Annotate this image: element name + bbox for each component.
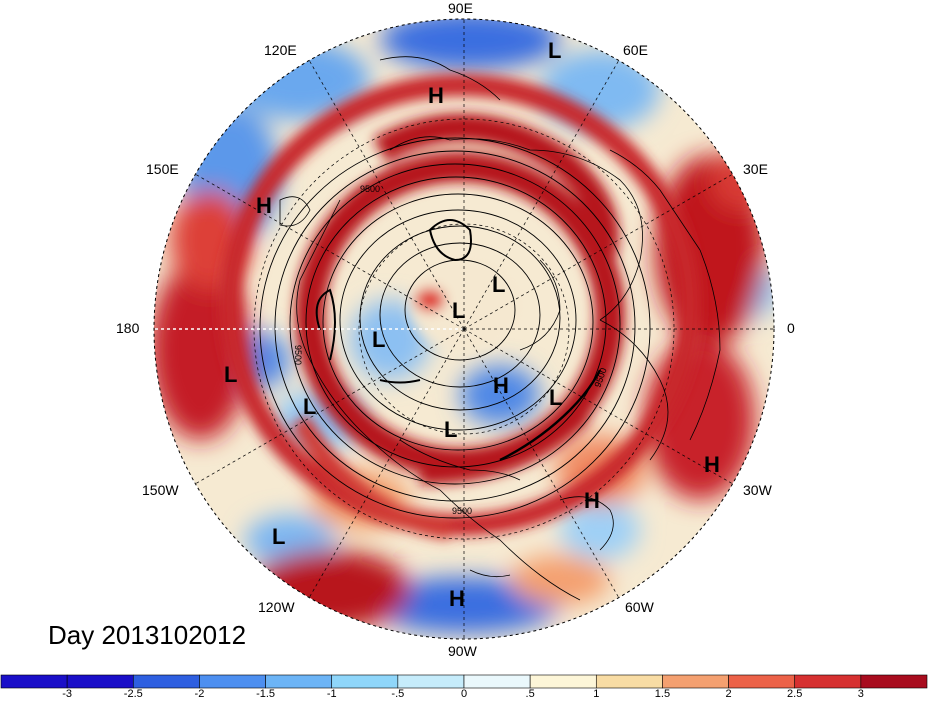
colorbar-tick-label: .5 [525,688,535,700]
colorbar-tick-label: -.5 [391,688,405,700]
pressure-systems: L H H L L L L L H L L H H L H [224,38,720,611]
coastlines [279,56,721,601]
low-pressure-marker: L [548,38,561,63]
colorbar [0,674,928,689]
longitude-label-120w: 120W [258,599,295,615]
longitude-label-150e: 150E [146,161,179,177]
colorbar-cell [265,674,333,689]
high-pressure-marker: H [428,83,444,108]
colorbar-cell [199,674,266,689]
colorbar-cell [860,674,928,689]
longitude-label-90e: 90E [448,0,473,16]
high-pressure-marker: H [493,373,509,398]
low-pressure-marker: L [549,385,562,410]
colorbar-tick-label: 3 [857,688,864,700]
colorbar-tick-label: 2.5 [787,688,803,700]
longitude-label-180: 180 [116,320,140,336]
graticule [154,19,774,639]
contour-label: 9500 [293,345,303,365]
colorbar-tick-label: 2 [725,688,732,700]
map-boundary [153,18,775,640]
low-pressure-marker: L [492,272,505,297]
colorbar-tick-label: -2.5 [123,688,143,700]
low-pressure-marker: L [444,417,457,442]
colorbar-cell [463,674,531,689]
colorbar-tick-label: 0 [460,688,468,700]
longitude-label-60w: 60W [625,599,654,615]
colorbar-tick-label: -3 [62,688,73,700]
high-pressure-marker: H [704,452,720,477]
low-pressure-marker: L [303,394,316,419]
date-title: Day 2013102012 [48,620,247,650]
colorbar-tick-label: -2 [194,688,205,700]
colorbar-tick-label: 1.5 [654,688,671,700]
high-pressure-marker: H [256,193,272,218]
longitude-label-150w: 150W [142,482,179,498]
colorbar-cell [0,674,68,689]
high-pressure-marker: H [449,586,465,611]
colorbar-cell [397,674,465,689]
colorbar-cell [331,674,399,689]
colorbar-cell [66,674,134,689]
colorbar-cell [529,674,597,689]
contour-label: 9500 [360,184,380,194]
longitude-label-120e: 120E [264,42,297,58]
low-pressure-marker: L [272,524,285,549]
geopotential-contours [259,137,651,519]
colorbar-cell [662,674,729,689]
longitude-label-0: 0 [787,320,795,336]
high-pressure-marker: H [584,488,600,513]
colorbar-tick-label: 1 [593,688,600,700]
longitude-label-30e: 30E [743,161,768,177]
colorbar-tick-label: -1.5 [256,688,276,700]
low-pressure-marker: L [224,362,237,387]
low-pressure-marker: L [372,327,385,352]
colorbar-cell [595,674,663,689]
low-pressure-marker: L [452,298,465,323]
colorbar-cell [728,674,796,689]
colorbar-tick-label: -1 [326,688,337,700]
anomaly-field [154,19,774,639]
longitude-label-90w: 90W [448,643,477,659]
colorbar-cell [132,674,200,689]
longitude-label-60e: 60E [623,42,648,58]
longitude-label-30w: 30W [743,482,772,498]
contour-label: 9500 [452,506,472,516]
colorbar-cell [794,674,862,689]
